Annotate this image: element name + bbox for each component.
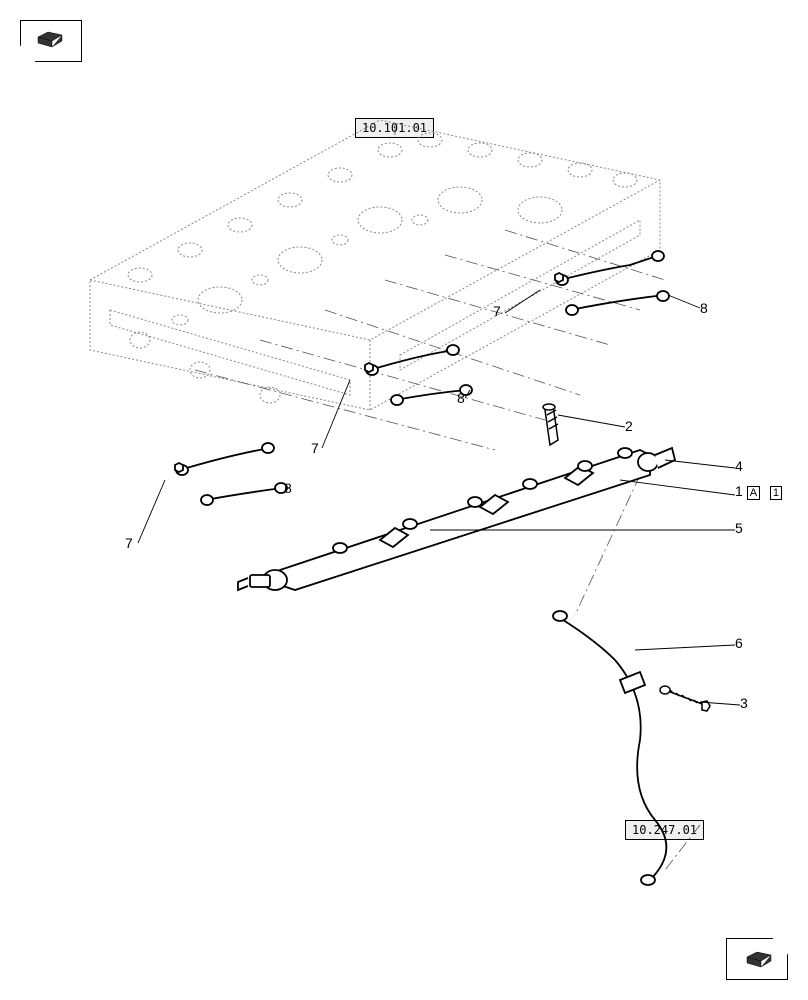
callout-8c: 8: [284, 480, 292, 496]
callout-8a: 8: [700, 300, 708, 316]
callout-8b: 8: [457, 390, 465, 406]
callout-4: 4: [735, 458, 743, 474]
callout-5: 5: [735, 520, 743, 536]
relief-valve: [543, 404, 558, 445]
fuel-rail: [238, 448, 675, 590]
clamp-bolt: [660, 686, 710, 711]
projection-lines: [195, 120, 700, 870]
exploded-diagram: [0, 0, 808, 1000]
supply-pipe: [553, 611, 666, 885]
callout-1: 1 A 1: [735, 483, 782, 500]
callout-7b: 7: [311, 440, 319, 456]
callout-2: 2: [625, 418, 633, 434]
callout-7c: 7: [125, 535, 133, 551]
callout-6: 6: [735, 635, 743, 651]
callout-3: 3: [740, 695, 748, 711]
callout-7a: 7: [493, 303, 501, 319]
